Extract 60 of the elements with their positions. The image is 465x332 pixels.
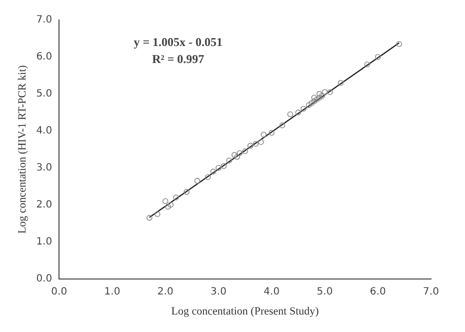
point — [364, 61, 370, 68]
x-tick-label: 2.0 — [157, 286, 174, 298]
point — [232, 152, 238, 158]
point — [165, 204, 171, 210]
y-tick-label: 7.0 — [36, 14, 52, 26]
point — [234, 154, 240, 160]
point — [226, 158, 232, 164]
point — [154, 211, 160, 217]
point — [316, 94, 322, 101]
annotation: R² = 0.997 — [152, 52, 204, 66]
point — [220, 163, 227, 169]
point — [194, 178, 200, 184]
y-tick-label: 6.0 — [36, 52, 52, 63]
point — [210, 168, 216, 174]
point — [162, 198, 168, 204]
point — [316, 91, 322, 97]
annotation: y = 1.005x - 0.051 — [134, 35, 223, 49]
point — [268, 130, 275, 136]
x-tick-label: 0.0 — [51, 286, 68, 298]
y-tick-label: 4.0 — [36, 126, 52, 137]
point — [184, 189, 190, 195]
point — [338, 80, 344, 86]
y-tick-label: 2.0 — [36, 199, 52, 210]
point — [300, 106, 306, 112]
y-tick-label: 1.0 — [36, 236, 52, 248]
y-tick-label: 5.0 — [36, 88, 52, 100]
point — [308, 100, 314, 106]
point — [314, 96, 320, 102]
point — [258, 139, 264, 145]
point — [311, 94, 318, 101]
point — [322, 89, 328, 95]
point — [236, 150, 243, 156]
point — [204, 174, 211, 180]
point — [374, 54, 381, 60]
point — [168, 202, 174, 208]
point — [242, 148, 248, 154]
point — [319, 92, 325, 99]
point — [216, 164, 222, 171]
point — [306, 102, 312, 108]
point — [173, 194, 179, 200]
x-tick-label: 6.0 — [370, 286, 386, 298]
y-axis-title: Log concentation (HIV-1 RT-PCR kit) — [16, 64, 28, 234]
point — [252, 140, 259, 147]
point — [287, 111, 294, 118]
x-tick-label: 1.0 — [104, 286, 120, 298]
point — [260, 132, 267, 138]
point — [327, 89, 333, 95]
point — [311, 98, 318, 104]
point — [146, 214, 152, 221]
x-tick-label: 5.0 — [316, 286, 333, 298]
x-axis-title: Log concentation (Present Study) — [171, 305, 320, 318]
point — [247, 142, 254, 149]
x-tick-label: 3.0 — [210, 286, 226, 298]
y-tick-label: 0.0 — [36, 273, 52, 284]
point — [396, 41, 402, 47]
x-tick-label: 7.0 — [423, 286, 439, 298]
y-tick-label: 3.0 — [36, 162, 52, 174]
point — [295, 110, 302, 116]
x-tick-label: 4.0 — [264, 286, 280, 298]
point — [279, 122, 286, 128]
